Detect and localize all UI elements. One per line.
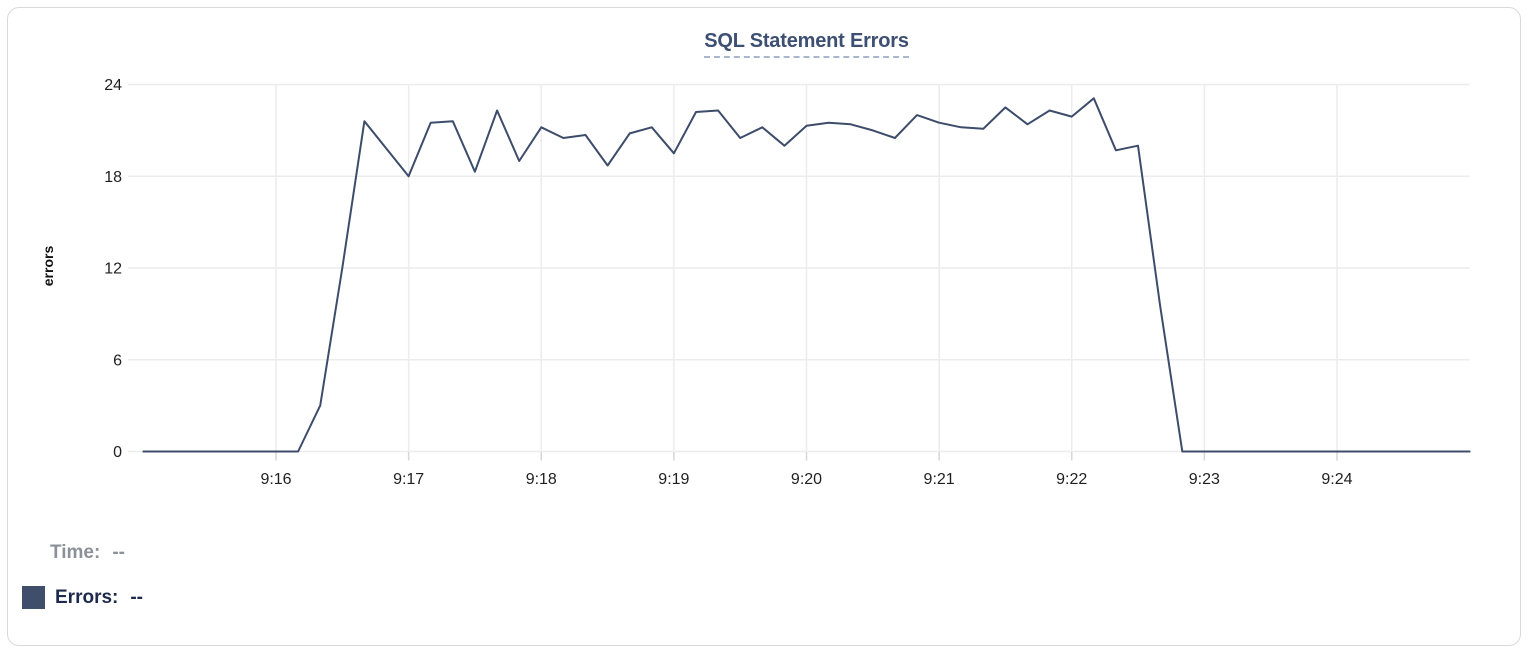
y-tick-label: 6 [113, 352, 122, 369]
x-tick-label: 9:22 [1056, 471, 1087, 488]
chart-title[interactable]: SQL Statement Errors [704, 30, 909, 58]
x-tick-label: 9:18 [526, 471, 557, 488]
x-axis-ticks [275, 452, 1338, 461]
chart-card [7, 7, 1521, 646]
errors-readout: Errors: -- [22, 586, 143, 609]
time-readout: Time: -- [50, 542, 125, 564]
x-tick-label: 9:20 [791, 471, 822, 488]
y-tick-label: 0 [113, 444, 122, 461]
horizontal-gridlines [128, 83, 1470, 453]
x-tick-label: 9:17 [393, 471, 424, 488]
x-tick-label: 9:24 [1321, 471, 1352, 488]
errors-readout-value: -- [130, 586, 144, 608]
errors-series-line[interactable] [142, 97, 1471, 453]
errors-legend-swatch-icon [22, 586, 45, 609]
vertical-gridlines [275, 84, 1338, 452]
y-axis-title: errors [40, 245, 56, 287]
x-tick-label: 9:23 [1189, 471, 1220, 488]
chart-title-wrap: SQL Statement Errors [143, 30, 1470, 58]
y-tick-label: 12 [104, 261, 122, 278]
y-axis-tick-labels: 0 6 12 18 24 [104, 77, 122, 461]
time-readout-label: Time: [50, 542, 101, 563]
x-axis-tick-labels: 9:16 9:17 9:18 9:19 9:20 9:21 9:22 9:23 9:24 [260, 471, 1352, 488]
time-readout-value: -- [112, 542, 125, 563]
errors-readout-label: Errors: [55, 586, 119, 608]
series-line-errors[interactable] [142, 97, 1471, 453]
x-tick-label: 9:19 [658, 471, 689, 488]
y-tick-label: 18 [104, 169, 122, 186]
y-tick-label: 24 [104, 77, 122, 94]
x-tick-label: 9:21 [924, 471, 955, 488]
x-tick-label: 9:16 [260, 471, 291, 488]
